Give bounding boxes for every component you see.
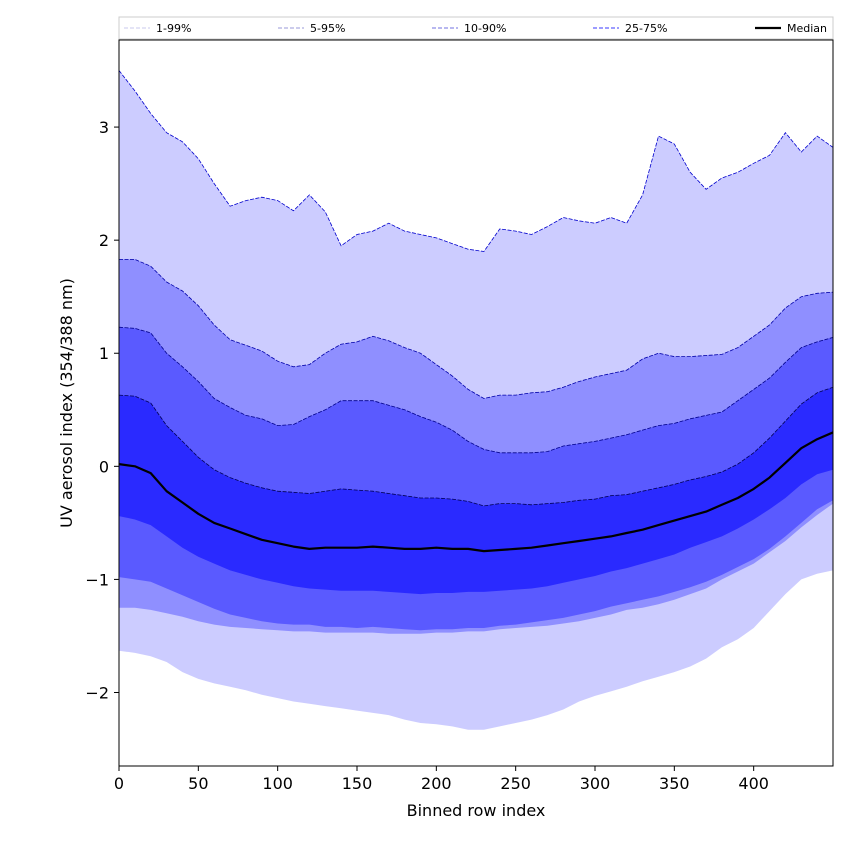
- x-tick-label: 400: [738, 774, 769, 793]
- x-axis-title: Binned row index: [407, 801, 546, 820]
- x-tick-label: 300: [580, 774, 611, 793]
- x-axis: 0 50 100 150 200 250 300 350 400: [114, 766, 769, 793]
- x-tick-label: 50: [188, 774, 208, 793]
- plot-frame: [118, 39, 834, 767]
- x-tick-label: 0: [114, 774, 124, 793]
- y-tick-label: 1: [99, 344, 109, 363]
- y-axis: −2 −1 0 1 2 3: [85, 118, 119, 702]
- legend: 1-99% 5-95% 10-90% 25-75% Median: [118, 16, 834, 40]
- x-tick-label: 150: [342, 774, 373, 793]
- y-tick-label: 3: [99, 118, 109, 137]
- x-tick-label: 350: [659, 774, 690, 793]
- legend-label-median: Median: [787, 22, 827, 35]
- x-tick-label: 200: [421, 774, 452, 793]
- legend-label-25-75: 25-75%: [625, 22, 667, 35]
- band-edge-25-75: [119, 386, 833, 507]
- x-tick-label: 250: [500, 774, 531, 793]
- median-line: [119, 431, 833, 553]
- legend-frame: [118, 16, 834, 40]
- band-edge-10-90: [119, 326, 833, 454]
- y-tick-label: −2: [85, 683, 109, 702]
- legend-label-10-90: 10-90%: [464, 22, 506, 35]
- legend-label-1-99: 1-99%: [156, 22, 191, 35]
- legend-label-5-95: 5-95%: [310, 22, 345, 35]
- median-layer: [119, 431, 833, 553]
- y-tick-label: −1: [85, 570, 109, 589]
- percentile-bands: [119, 70, 833, 730]
- x-tick-label: 100: [262, 774, 293, 793]
- band-edge-5-95: [119, 259, 833, 399]
- y-axis-title: UV aerosol index (354/388 nm): [57, 278, 76, 528]
- y-tick-label: 0: [99, 457, 109, 476]
- y-tick-label: 2: [99, 231, 109, 250]
- band-25-75: [119, 387, 833, 595]
- band-edge-1-99: [119, 70, 833, 252]
